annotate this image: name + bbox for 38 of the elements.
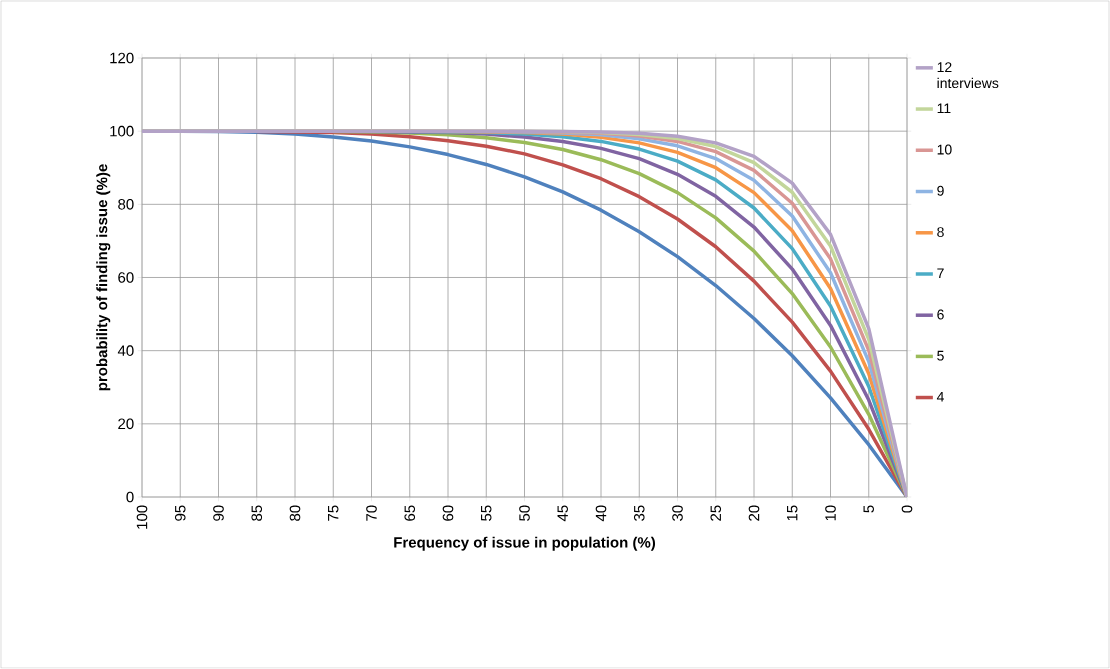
legend-label: 8	[937, 227, 944, 238]
x-tick-label: 25	[710, 505, 722, 521]
x-tick-label: 80	[289, 505, 301, 521]
x-tick-label: 90	[213, 505, 224, 521]
x-tick-label: 10	[825, 505, 836, 521]
x-tick-label: 50	[519, 505, 530, 521]
x-tick-label: 20	[748, 505, 760, 521]
x-tick-label: 35	[633, 505, 645, 521]
legend-label: 5	[937, 350, 944, 361]
x-tick-label: 85	[251, 505, 263, 521]
x-tick-label: 70	[366, 505, 377, 521]
y-tick-label: 40	[117, 345, 134, 356]
x-tick-label: 60	[442, 505, 454, 521]
legend-label: 10	[937, 144, 952, 155]
legend-label: 9	[937, 185, 944, 196]
y-tick-label: 80	[118, 199, 134, 210]
y-tick-label: 0	[126, 491, 134, 503]
legend-label: 6	[937, 309, 944, 320]
x-tick-label: 95	[174, 505, 186, 521]
x-tick-label: 45	[557, 505, 568, 522]
x-tick-label: 0	[901, 505, 913, 513]
y-tick-label: 100	[110, 125, 134, 137]
y-tick-label: 120	[110, 52, 134, 64]
y-axis-title: probability of finding issue (%)e	[96, 164, 111, 391]
legend-label: 11	[937, 103, 951, 114]
x-axis-title: Frequency of issue in population (%)	[394, 536, 656, 551]
x-tick-label: 75	[328, 505, 339, 521]
legend-label: 4	[936, 391, 944, 402]
legend-label: 12 interviews	[937, 62, 999, 89]
x-tick-label: 65	[404, 505, 416, 521]
x-tick-label: 15	[787, 505, 798, 521]
x-tick-label: 30	[672, 505, 683, 521]
y-tick-label: 20	[118, 418, 134, 430]
legend-label: 7	[937, 268, 944, 279]
x-tick-label: 55	[481, 505, 492, 521]
x-tick-label: 40	[595, 505, 607, 522]
y-tick-label: 60	[118, 272, 134, 283]
x-tick-label: 5	[863, 505, 874, 513]
